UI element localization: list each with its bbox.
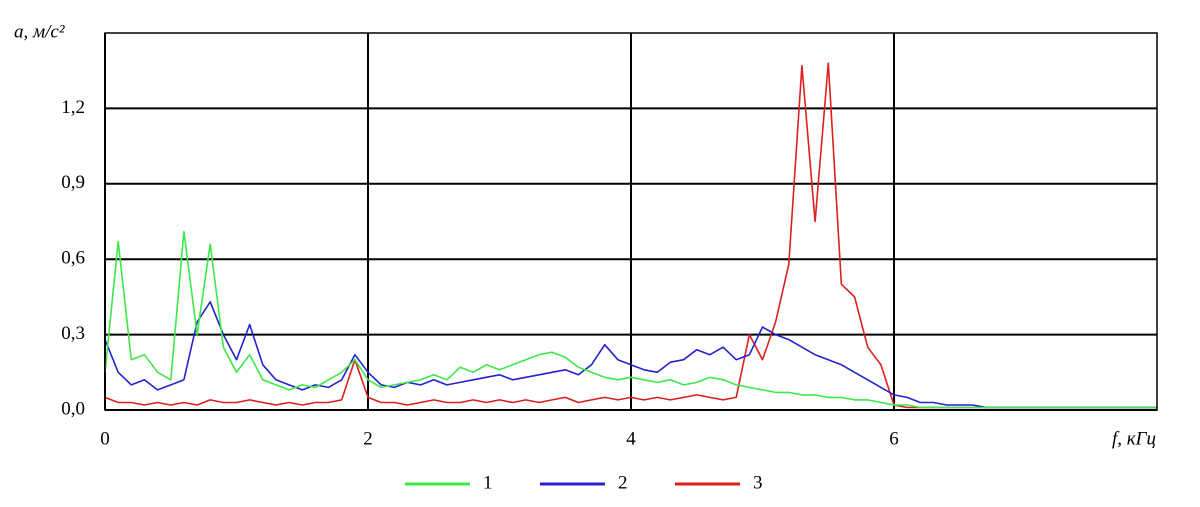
legend-label: 2	[618, 472, 628, 493]
y-tick-label: 0,9	[61, 172, 85, 193]
series-line	[104, 301, 1157, 409]
plot-frame	[104, 32, 1158, 411]
y-tick-label: 0,0	[61, 398, 85, 419]
legend-label: 1	[483, 472, 493, 493]
x-tick-label: 2	[363, 428, 373, 449]
series-line	[104, 230, 1157, 409]
y-tick-label: 0,6	[61, 248, 85, 269]
x-axis-label: f, кГц	[1112, 428, 1156, 449]
x-tick-label: 0	[100, 428, 110, 449]
legend-label: 3	[753, 472, 763, 493]
y-tick-label: 0,3	[61, 323, 85, 344]
y-tick-label: 1,2	[61, 97, 85, 118]
x-tick-label: 6	[889, 428, 899, 449]
x-tick-label: 4	[626, 428, 636, 449]
y-axis-label: a, м/с²	[14, 21, 65, 42]
